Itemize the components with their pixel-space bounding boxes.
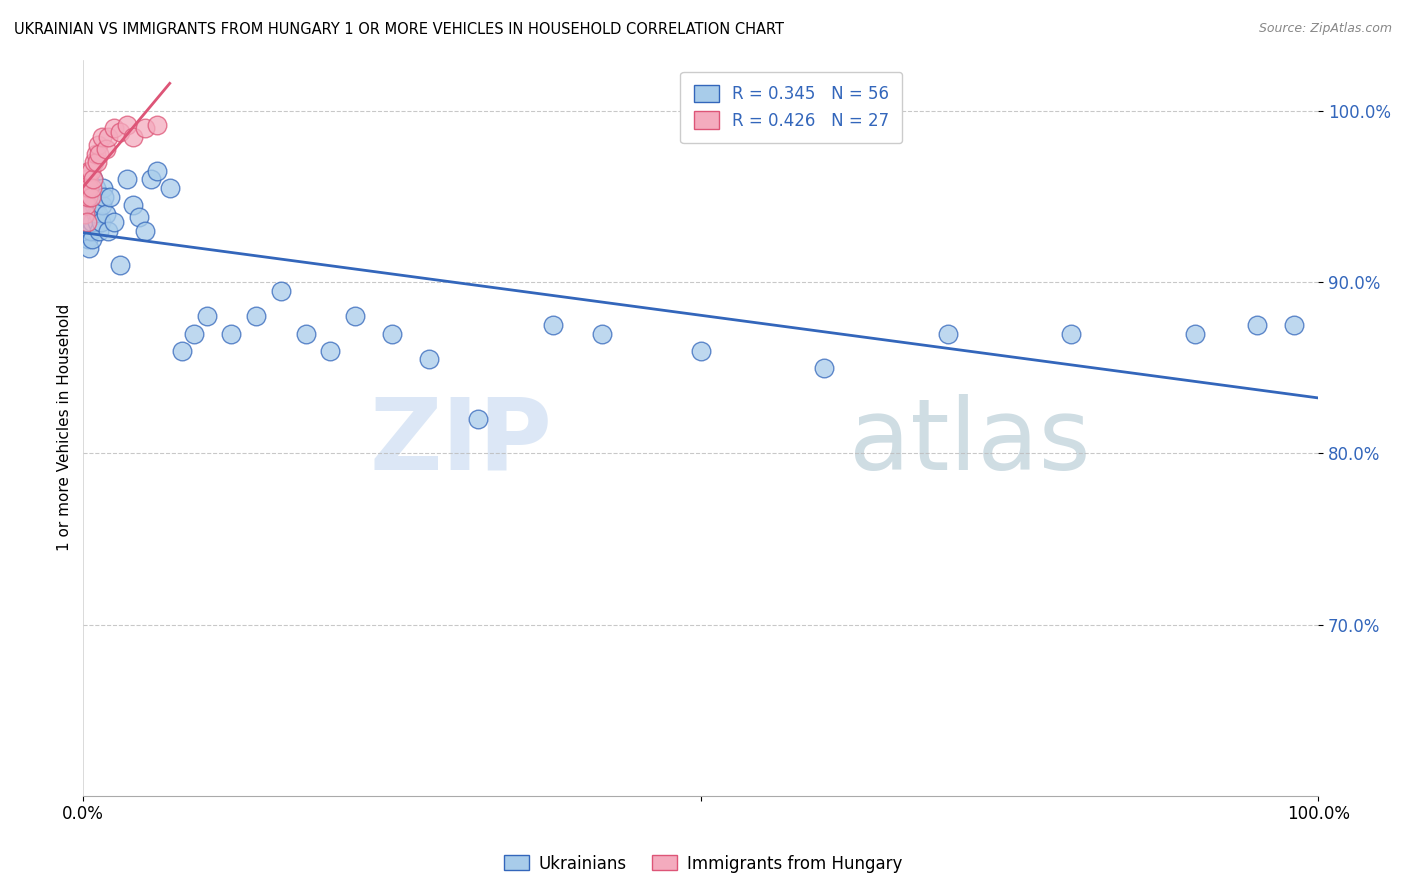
Point <box>77 172 100 186</box>
Point <box>84 181 107 195</box>
Point <box>1246 318 1268 332</box>
Text: UKRAINIAN VS IMMIGRANTS FROM HUNGARY 1 OR MORE VEHICLES IN HOUSEHOLD CORRELATION: UKRAINIAN VS IMMIGRANTS FROM HUNGARY 1 O… <box>14 22 785 37</box>
Point <box>89 146 111 161</box>
Point <box>813 360 835 375</box>
Point <box>79 181 101 195</box>
Point <box>128 210 150 224</box>
Text: atlas: atlas <box>849 394 1091 491</box>
Point <box>76 181 98 195</box>
Point <box>80 232 103 246</box>
Point <box>343 310 366 324</box>
Point <box>97 129 120 144</box>
Point <box>221 326 243 341</box>
Point <box>100 189 122 203</box>
Point <box>103 121 125 136</box>
Point <box>90 215 112 229</box>
Point <box>183 326 205 341</box>
Point <box>146 164 169 178</box>
Point <box>94 142 117 156</box>
Point <box>541 318 564 332</box>
Point <box>86 155 108 169</box>
Point <box>80 189 103 203</box>
Point <box>1184 326 1206 341</box>
Legend: R = 0.345   N = 56, R = 0.426   N = 27: R = 0.345 N = 56, R = 0.426 N = 27 <box>681 71 903 143</box>
Point <box>159 181 181 195</box>
Point <box>245 310 267 324</box>
Point <box>80 181 103 195</box>
Point <box>80 224 103 238</box>
Point <box>80 164 103 178</box>
Point <box>77 189 100 203</box>
Point <box>90 198 112 212</box>
Point <box>115 118 138 132</box>
Point <box>93 189 115 203</box>
Y-axis label: 1 or more Vehicles in Household: 1 or more Vehicles in Household <box>58 304 72 551</box>
Point <box>73 198 96 212</box>
Point <box>121 129 143 144</box>
Point <box>89 224 111 238</box>
Point <box>195 310 218 324</box>
Point <box>121 198 143 212</box>
Text: ZIP: ZIP <box>370 394 553 491</box>
Point <box>110 124 132 138</box>
Point <box>84 207 107 221</box>
Point <box>83 155 105 169</box>
Point <box>146 118 169 132</box>
Point <box>76 207 98 221</box>
Point <box>83 198 105 212</box>
Point <box>591 326 613 341</box>
Point <box>73 215 96 229</box>
Point <box>103 215 125 229</box>
Point <box>82 172 104 186</box>
Point <box>79 164 101 178</box>
Point <box>418 352 440 367</box>
Point <box>270 284 292 298</box>
Point <box>94 207 117 221</box>
Legend: Ukrainians, Immigrants from Hungary: Ukrainians, Immigrants from Hungary <box>498 848 908 880</box>
Point <box>172 343 194 358</box>
Point <box>294 326 316 341</box>
Point <box>936 326 959 341</box>
Point <box>73 181 96 195</box>
Point <box>381 326 404 341</box>
Point <box>110 258 132 272</box>
Point <box>80 215 103 229</box>
Text: Source: ZipAtlas.com: Source: ZipAtlas.com <box>1258 22 1392 36</box>
Point <box>75 172 97 186</box>
Point <box>79 207 101 221</box>
Point <box>134 121 156 136</box>
Point <box>77 232 100 246</box>
Point <box>90 129 112 144</box>
Point <box>134 224 156 238</box>
Point <box>87 207 110 221</box>
Point <box>467 412 489 426</box>
Point <box>79 241 101 255</box>
Point <box>91 181 114 195</box>
Point <box>75 198 97 212</box>
Point <box>86 215 108 229</box>
Point <box>73 207 96 221</box>
Point <box>689 343 711 358</box>
Point <box>82 172 104 186</box>
Point <box>1282 318 1305 332</box>
Point <box>1060 326 1083 341</box>
Point <box>97 224 120 238</box>
Point <box>77 215 100 229</box>
Point <box>87 138 110 153</box>
Point <box>319 343 342 358</box>
Point <box>84 146 107 161</box>
Point <box>141 172 163 186</box>
Point <box>76 215 98 229</box>
Point <box>115 172 138 186</box>
Point <box>75 224 97 238</box>
